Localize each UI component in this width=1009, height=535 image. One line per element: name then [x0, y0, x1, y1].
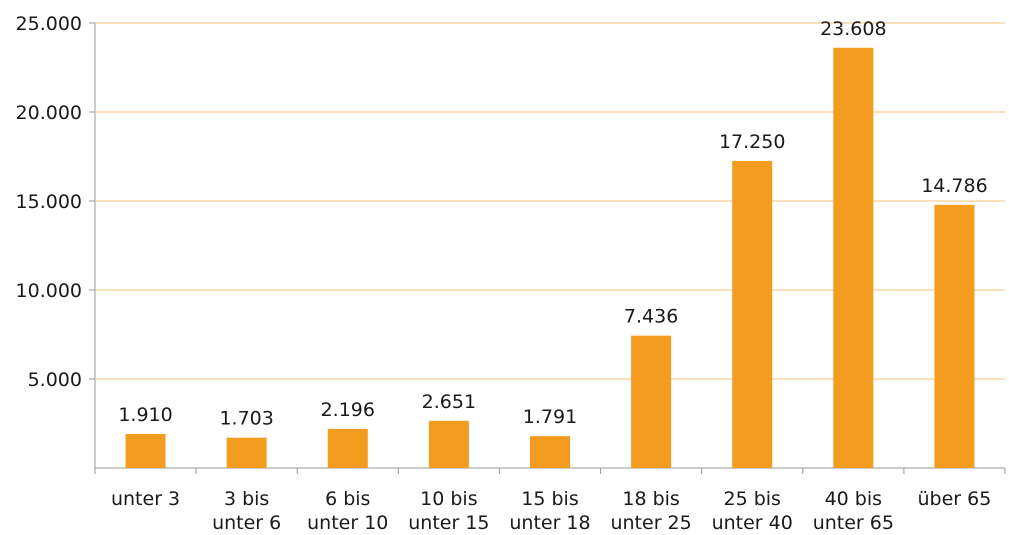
- y-tick-label: 15.000: [16, 191, 82, 213]
- x-tick-label: 6 bis unter 10: [307, 488, 388, 534]
- x-tick-label: 40 bis unter 65: [813, 488, 894, 534]
- value-label: 1.791: [523, 406, 577, 428]
- value-label: 17.250: [719, 131, 785, 153]
- bar: [530, 436, 570, 468]
- bar: [732, 160, 773, 468]
- value-label: 2.651: [422, 391, 476, 413]
- y-tick-label: 10.000: [16, 280, 82, 302]
- bar: [631, 335, 672, 468]
- value-label: 14.786: [921, 175, 987, 197]
- x-tick-label: 18 bis unter 25: [610, 488, 691, 534]
- x-tick-label: 25 bis unter 40: [712, 488, 793, 534]
- bar: [833, 47, 874, 469]
- bar: [125, 434, 166, 468]
- x-tick-label: über 65: [918, 488, 992, 510]
- y-tick-label: 25.000: [16, 13, 82, 35]
- y-tick-label: 20.000: [16, 102, 82, 124]
- bar: [934, 204, 975, 468]
- value-label: 23.608: [820, 18, 886, 40]
- x-tick-label: 15 bis unter 18: [509, 488, 590, 534]
- value-label: 7.436: [624, 306, 678, 328]
- y-tick-label: 5.000: [28, 369, 82, 391]
- x-tick-label: unter 3: [111, 488, 180, 510]
- x-tick-label: 3 bis unter 6: [212, 488, 281, 534]
- value-label: 2.196: [321, 399, 375, 421]
- value-label: 1.703: [219, 408, 273, 430]
- bar: [327, 428, 368, 468]
- value-label: 1.910: [118, 404, 172, 426]
- bar: [226, 437, 267, 468]
- bar: [428, 420, 469, 468]
- x-tick-label: 10 bis unter 15: [408, 488, 489, 534]
